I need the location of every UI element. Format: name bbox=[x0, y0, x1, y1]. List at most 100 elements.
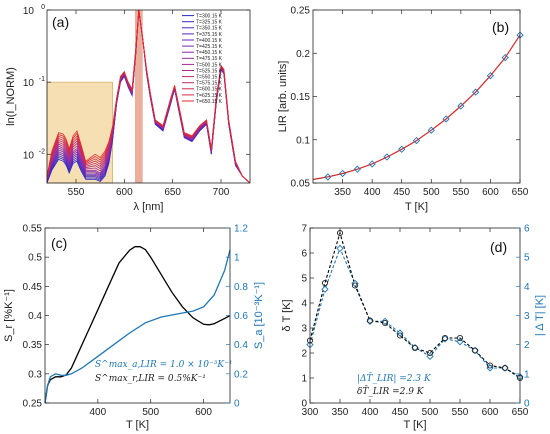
panel-a: 550 600 650 700 10 -2 10 -1 10 0 T=300.15 KT=325.1… bbox=[5, 4, 251, 213]
y-tick-label: 5 bbox=[301, 274, 307, 285]
y-tick-label: 2 bbox=[301, 349, 307, 360]
y-tick-label: 0.3 bbox=[28, 369, 42, 380]
y-tick-label: 0.5 bbox=[28, 253, 42, 264]
legend-entry: T=475.15 K bbox=[196, 56, 223, 62]
data-point bbox=[457, 102, 465, 110]
legend-entry: T=550.15 K bbox=[196, 75, 223, 81]
uncertainty-point bbox=[321, 279, 329, 287]
x-tick-label: 500 bbox=[142, 407, 159, 418]
x-tick-label: 600 bbox=[195, 407, 212, 418]
y-tick-label: 7 bbox=[301, 224, 307, 235]
panel-label: (b) bbox=[492, 19, 509, 35]
data-point bbox=[338, 169, 347, 178]
y-axis-label-left: δ T [K] bbox=[281, 299, 293, 331]
x-tick-label: 550 bbox=[68, 187, 85, 198]
y-tick-exponent: -1 bbox=[39, 76, 45, 83]
integration-band bbox=[134, 10, 143, 183]
panel-label: (a) bbox=[52, 14, 69, 30]
y-tick-label: 4 bbox=[301, 299, 307, 310]
uncertainty-point bbox=[501, 364, 509, 372]
uncertainty-point bbox=[366, 317, 374, 324]
x-tick-label: 550 bbox=[452, 407, 469, 418]
y-tick-label: 0 bbox=[301, 399, 307, 410]
legend-entry: T=350.15 K bbox=[196, 26, 223, 32]
y-axis-label-right: S_a [10⁻³K⁻¹] bbox=[253, 282, 265, 349]
y-axis-label: ln(I_NORM) bbox=[5, 67, 17, 126]
x-axis-label: T [K] bbox=[405, 201, 428, 213]
y-tick-label-right: 3 bbox=[524, 311, 530, 322]
panel-label: (d) bbox=[490, 239, 507, 255]
abs-error-point bbox=[381, 317, 389, 325]
uncertainty-point bbox=[396, 332, 404, 339]
uncertainty-point bbox=[426, 349, 434, 357]
data-point bbox=[442, 115, 450, 123]
y-tick-label-right: 0 bbox=[234, 399, 240, 410]
panel-d: 300 350 400 450 500 550 600 650012345670123456(… bbox=[281, 224, 546, 432]
y-tick-label: 3 bbox=[301, 324, 307, 335]
panel-c: 400 500 600 0.25 0.3 0.35 0.4 0.45 0.5 0.55 0 0.2 0.… bbox=[3, 224, 265, 432]
relative-sensitivity-line bbox=[44, 246, 231, 404]
y-tick-label: 1 bbox=[301, 374, 307, 385]
spectrum-line bbox=[46, 9, 251, 184]
y-axis-label: LIR [arb. units] bbox=[277, 61, 289, 133]
uncertainty-point bbox=[471, 347, 479, 354]
y-tick-label: 0.45 bbox=[23, 282, 43, 293]
abs-error-point bbox=[351, 279, 359, 288]
y-tick-label-right: 6 bbox=[524, 224, 530, 235]
x-tick-label: 450 bbox=[392, 407, 409, 418]
x-tick-label: 700 bbox=[213, 187, 230, 198]
legend-entry: T=500.15 K bbox=[196, 62, 223, 68]
y-tick-label-right: 1 bbox=[234, 253, 240, 264]
y-tick-label: 0.55 bbox=[23, 224, 43, 235]
fit-line bbox=[312, 34, 521, 181]
x-tick-label: 600 bbox=[482, 187, 499, 198]
panel-label: (c) bbox=[51, 235, 67, 251]
abs-error-point bbox=[426, 352, 434, 360]
legend-entry: T=650.15 K bbox=[196, 99, 223, 105]
uncertainty-point bbox=[456, 334, 464, 342]
axes-frame bbox=[46, 9, 251, 184]
y-tick-label: 0.2 bbox=[296, 49, 310, 60]
data-point bbox=[324, 173, 332, 181]
x-tick-label: 400 bbox=[90, 407, 107, 418]
y-tick-label: 10 bbox=[23, 150, 35, 161]
y-axis-label-left: S_r [%K⁻¹] bbox=[3, 289, 15, 342]
y-tick-label-right: 0 bbox=[524, 399, 530, 410]
uncertainty-point bbox=[486, 362, 494, 369]
legend-entry: T=450.15 K bbox=[196, 50, 223, 56]
y-tick-label-right: 1.2 bbox=[234, 224, 248, 235]
y-tick-label-right: 0.2 bbox=[234, 369, 248, 380]
legend-entry: T=375.15 K bbox=[196, 32, 223, 38]
y-tick-exponent: 0 bbox=[41, 4, 45, 11]
y-tick-label: 6 bbox=[301, 249, 307, 260]
y-tick-label-right: 0.6 bbox=[234, 311, 248, 322]
y-tick-label-right: 0.4 bbox=[234, 340, 248, 351]
data-point bbox=[472, 88, 480, 96]
x-tick-label: 500 bbox=[422, 407, 439, 418]
y-tick-label-right: 0.8 bbox=[234, 282, 248, 293]
data-point bbox=[383, 153, 391, 161]
y-tick-label: 0.35 bbox=[23, 340, 43, 351]
y-tick-label: 10 bbox=[23, 6, 35, 17]
x-axis-label: T [K] bbox=[403, 419, 426, 431]
uncertainty-point bbox=[441, 334, 449, 342]
data-point bbox=[353, 165, 361, 173]
abs-error-line bbox=[309, 246, 521, 378]
x-tick-label: 600 bbox=[116, 187, 133, 198]
y-tick-label: 0.25 bbox=[23, 399, 43, 410]
annotation-sr: S^max_r,LIR = 0.5%K⁻¹ bbox=[95, 374, 206, 384]
x-tick-label: 600 bbox=[482, 407, 499, 418]
y-tick-label: 0.1 bbox=[296, 135, 310, 146]
y-tick-label: 0.25 bbox=[291, 6, 311, 17]
x-tick-label: 650 bbox=[512, 407, 529, 418]
y-tick-label: 10 bbox=[23, 78, 35, 89]
panel-b: 350 400 450 500 550 600 650 0.05 0.1 0.15 0.2 0.25 (… bbox=[277, 6, 529, 214]
uncertainty-point bbox=[381, 319, 389, 327]
abs-error-point bbox=[336, 244, 344, 253]
legend-entry: T=575.15 K bbox=[196, 81, 223, 87]
annotation-delta: δT̄_LIR =2.9 K bbox=[357, 385, 425, 397]
data-point bbox=[427, 126, 435, 134]
data-point bbox=[412, 136, 421, 145]
legend-entry: T=325.15 K bbox=[196, 20, 223, 26]
